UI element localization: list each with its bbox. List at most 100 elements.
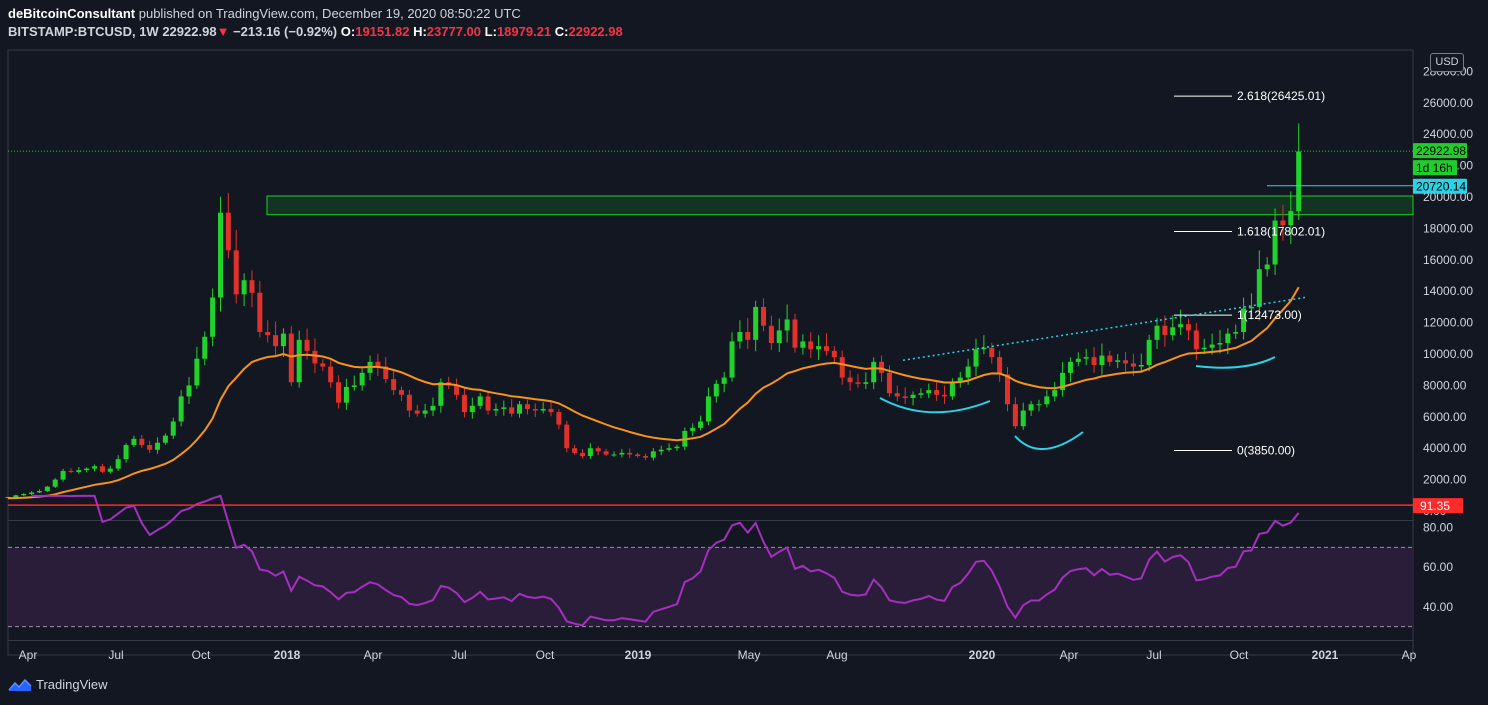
candle-body xyxy=(572,448,578,453)
currency-badge[interactable]: USD xyxy=(1430,53,1464,72)
candle-body xyxy=(170,421,176,436)
rsi-value-label-bg xyxy=(1413,498,1463,514)
candle-body xyxy=(729,341,735,378)
candle-body xyxy=(595,448,601,452)
rsi-tick-label: 40.00 xyxy=(1423,600,1453,614)
candle-body xyxy=(1280,220,1286,226)
rsi-tick-label: 60.00 xyxy=(1423,560,1453,574)
price-tick-label: 14000.00 xyxy=(1423,284,1473,298)
candle-body xyxy=(1162,325,1168,336)
candle-body xyxy=(60,470,66,480)
candle-body xyxy=(934,390,940,395)
candle-body xyxy=(1083,357,1089,359)
tradingview-brand[interactable]: TradingView xyxy=(8,677,108,692)
candle-body xyxy=(776,330,782,344)
candle-body xyxy=(52,479,58,487)
author-name[interactable]: deBitcoinConsultant xyxy=(8,6,136,21)
symbol-name[interactable]: BITSTAMP:BTCUSD, 1W xyxy=(8,24,159,39)
candle-body xyxy=(902,396,908,398)
candle-body xyxy=(989,347,995,358)
candle-body xyxy=(580,452,586,457)
candle-body xyxy=(1067,361,1073,373)
candle-body xyxy=(265,332,271,336)
candle-body xyxy=(257,292,263,333)
open-value: 19151.82 xyxy=(355,24,410,39)
candle-body xyxy=(761,306,767,326)
candle-body xyxy=(249,280,255,293)
price-axis-label: 20720.14 xyxy=(1416,180,1466,194)
rsi-band-group xyxy=(8,520,1413,628)
candle-body xyxy=(1288,211,1294,226)
candle-body xyxy=(1036,404,1042,406)
symbol-line: BITSTAMP:BTCUSD, 1W 22922.98▼ −213.16 (−… xyxy=(8,24,623,39)
price-axis-label: 22922.98 xyxy=(1416,144,1466,158)
candle-body xyxy=(973,349,979,367)
candle-body xyxy=(1201,347,1207,350)
brand-label: TradingView xyxy=(36,677,108,692)
candle-body xyxy=(99,466,105,472)
candle-body xyxy=(918,393,924,395)
candle-body xyxy=(942,394,948,397)
time-tick-label: Oct xyxy=(192,648,211,662)
fib-level-label: 1.618(17802.01) xyxy=(1237,225,1325,239)
candle-body xyxy=(44,486,50,492)
candle-body xyxy=(1091,357,1097,365)
candle-body xyxy=(698,421,704,428)
rsi-value-label: 91.35 xyxy=(1420,499,1450,513)
candle-body xyxy=(312,350,318,364)
candle-body xyxy=(241,280,247,295)
open-label: O: xyxy=(340,24,356,39)
candle-body xyxy=(1107,355,1113,362)
candle-body xyxy=(1115,360,1121,362)
candle-body xyxy=(84,468,90,471)
candle-body xyxy=(855,382,861,384)
rsi-group xyxy=(8,494,1413,627)
time-tick-label: Oct xyxy=(536,648,555,662)
candle-body xyxy=(1020,410,1026,427)
candle-body xyxy=(823,346,829,351)
candle-body xyxy=(438,382,444,406)
candle-body xyxy=(658,449,664,452)
candle-body xyxy=(139,438,145,446)
resistance-zone xyxy=(266,195,1414,216)
candle-body xyxy=(1099,355,1105,365)
candle-body xyxy=(36,491,42,493)
candle-body xyxy=(926,390,932,394)
candle-body xyxy=(210,297,216,337)
price-axis-label-bg xyxy=(1413,160,1457,176)
axes-group: 28000.0026000.0024000.0022000.0020000.00… xyxy=(8,64,1473,662)
candle-body xyxy=(1170,327,1176,336)
time-tick-label: May xyxy=(738,648,761,662)
candle-body xyxy=(886,372,892,394)
candle-body xyxy=(162,435,168,443)
candle-body xyxy=(879,361,885,373)
candle-body xyxy=(1248,306,1254,309)
price-change: −213.16 (−0.92%) xyxy=(233,24,338,39)
low-label: L: xyxy=(484,24,497,39)
candle-body xyxy=(949,382,955,397)
candle-body xyxy=(351,385,357,387)
price-tick-label: 12000.00 xyxy=(1423,316,1473,330)
candle-body xyxy=(1044,396,1050,405)
candle-body xyxy=(1209,344,1215,348)
candle-body xyxy=(517,404,523,414)
time-tick-label: 2018 xyxy=(274,648,301,662)
candle-body xyxy=(1264,264,1270,270)
candle-body xyxy=(501,407,507,409)
candle-body xyxy=(1028,404,1034,411)
candle-body xyxy=(524,404,530,409)
candle-body xyxy=(217,212,223,298)
candle-body xyxy=(863,382,869,384)
price-tick-label: 10000.00 xyxy=(1423,347,1473,361)
time-tick-label: 2019 xyxy=(625,648,652,662)
candle-body xyxy=(29,492,35,495)
candle-body xyxy=(147,445,153,450)
candle-body xyxy=(1075,358,1081,362)
candle-body xyxy=(1193,330,1199,350)
time-tick-label: Jul xyxy=(451,648,466,662)
price-tick-label: 18000.00 xyxy=(1423,221,1473,235)
candle-body xyxy=(713,383,719,397)
candle-body xyxy=(808,341,814,350)
time-tick-label: Ap xyxy=(1402,648,1417,662)
